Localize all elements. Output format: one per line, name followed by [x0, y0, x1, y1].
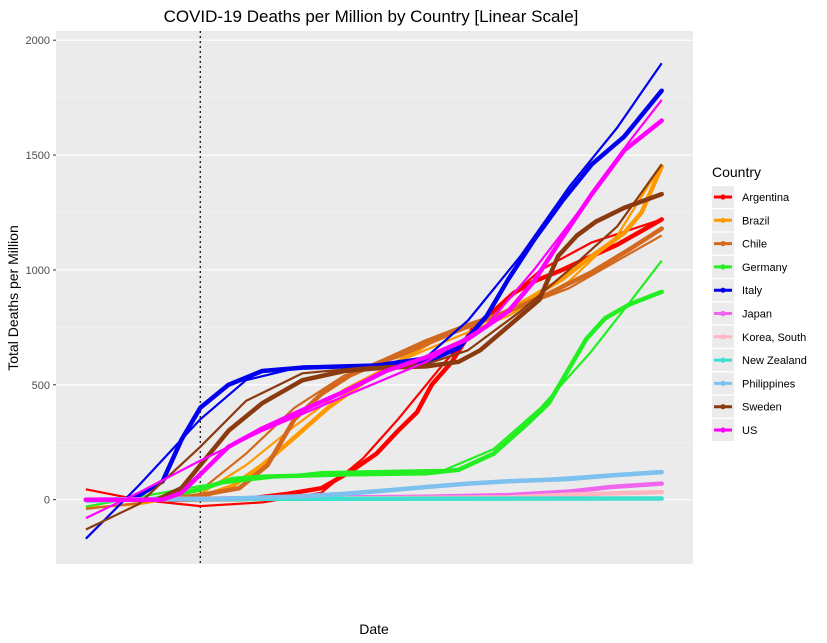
legend-dot-brazil — [720, 217, 726, 223]
legend-dot-new-zealand — [720, 357, 726, 363]
legend-label-japan: Japan — [742, 309, 772, 321]
legend-label-germany: Germany — [742, 262, 788, 274]
y-tick-label: 500 — [32, 380, 50, 392]
legend-dot-philippines — [720, 380, 726, 386]
legend-title: Country — [712, 164, 761, 180]
legend-label-us: US — [742, 425, 757, 437]
legend-dot-germany — [720, 264, 726, 270]
plot-panel — [56, 31, 693, 564]
y-axis-title: Total Deaths per Million — [5, 225, 21, 371]
legend-dot-italy — [720, 287, 726, 293]
legend-dot-us — [720, 427, 726, 433]
legend-label-korea-south: Korea, South — [742, 332, 806, 344]
series-philippines-trend — [85, 469, 662, 504]
y-tick-label: 0 — [44, 495, 50, 507]
x-axis-title: Date — [359, 621, 389, 637]
series-us-trend — [85, 99, 663, 520]
legend-dot-chile — [720, 241, 726, 247]
legend-label-chile: Chile — [742, 239, 767, 251]
legend-dot-argentina — [720, 194, 726, 200]
legend-label-argentina: Argentina — [742, 192, 790, 204]
legend-label-italy: Italy — [742, 285, 763, 297]
series-brazil-data — [83, 164, 664, 502]
legend-label-philippines: Philippines — [742, 378, 796, 390]
legend-dot-sweden — [720, 404, 726, 410]
y-tick-label: 1000 — [26, 265, 50, 277]
series-us-data — [83, 118, 664, 502]
y-tick-label: 1500 — [26, 150, 50, 162]
series-layer — [83, 62, 664, 540]
legend: Country Argentina Brazil Chile Germany Italy… — [712, 164, 807, 441]
legend-dot-japan — [720, 310, 726, 317]
series-germany-trend — [85, 260, 663, 508]
legend-label-new-zealand: New Zealand — [742, 355, 807, 367]
series-argentina-trend — [85, 218, 663, 508]
y-tick-label: 2000 — [26, 35, 50, 47]
legend-label-brazil: Brazil — [742, 215, 770, 227]
legend-dot-korea-south — [720, 334, 726, 340]
legend-label-sweden: Sweden — [742, 402, 782, 414]
series-italy-trend — [85, 62, 663, 540]
y-axis: 0 500 1000 1500 2000 — [26, 35, 56, 507]
chart-title: COVID-19 Deaths per Million by Country [… — [164, 7, 579, 26]
